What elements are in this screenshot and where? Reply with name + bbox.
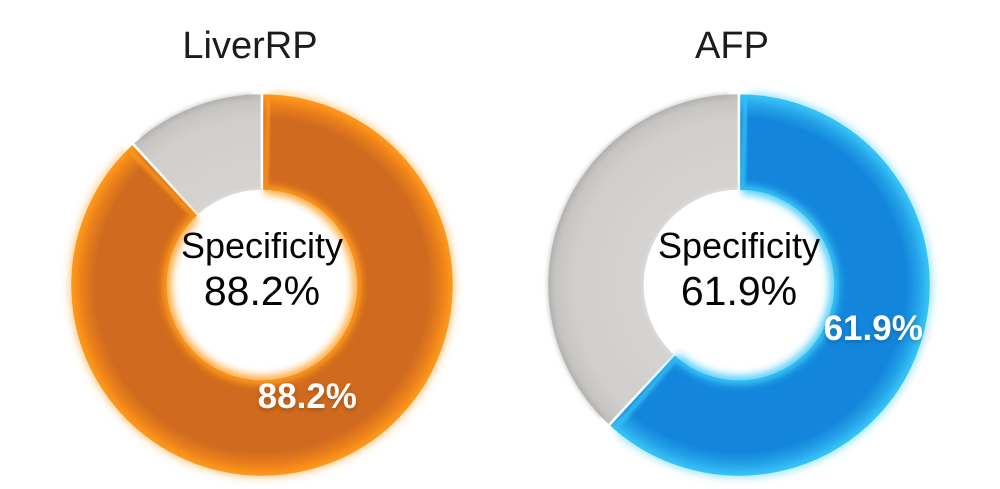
donut-chart-svg — [68, 91, 456, 479]
center-metric-name: Specificity — [180, 225, 344, 266]
donut-chart-svg — [545, 91, 933, 479]
value-slice-start-edge — [263, 97, 271, 190]
rest-slice-outer-rim — [547, 93, 730, 419]
center-metric-name: Specificity — [657, 225, 821, 266]
center-metric-value: 61.9% — [680, 268, 798, 314]
donut-ring — [62, 85, 462, 485]
value-slice-end-edge — [128, 149, 197, 219]
slice-data-label: 88.2% — [257, 377, 357, 417]
value-slice-inner-glow — [162, 185, 362, 385]
value-slice-inner-glow — [673, 185, 839, 385]
donut-center-text: Specificity 88.2% — [62, 224, 462, 316]
donut-chart-liverrp: LiverRP Specificity 88.2% 88.2% — [62, 25, 462, 485]
donut-center-text: Specificity 61.9% — [539, 224, 939, 316]
slice-data-label: 61.9% — [823, 308, 923, 348]
value-slice-outer-glow — [69, 92, 455, 478]
chart-title: AFP — [695, 25, 769, 67]
donut-ring — [539, 85, 939, 485]
chart-title: LiverRP — [182, 25, 318, 67]
rest-slice — [545, 91, 741, 428]
center-metric-value: 88.2% — [203, 268, 321, 314]
donut-chart-afp: AFP Specificity 61.9% 61.9% — [500, 0, 1000, 489]
rest-slice-outer-rim — [140, 93, 253, 140]
value-slice-start-edge — [740, 97, 748, 190]
value-slice-end-edge — [614, 356, 678, 429]
value-slice-outer-glow — [615, 92, 932, 478]
